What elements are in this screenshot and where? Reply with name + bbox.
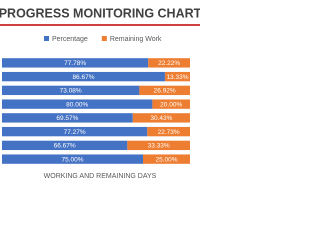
- bar-segment: [2, 85, 140, 96]
- data-label: 86.67%: [72, 74, 94, 81]
- bar-segment: [2, 71, 165, 82]
- chart: PROGRESS MONITORING CHART WORKING AND RE…: [0, 6, 200, 180]
- bar-segment: [127, 140, 190, 151]
- data-label: 77.78%: [64, 60, 86, 67]
- bar-segment: [2, 140, 128, 151]
- legend-swatch: [44, 36, 49, 41]
- data-label: 66.67%: [54, 143, 76, 150]
- page: PROGRESS MONITORING CHART WORKING AND RE…: [0, 6, 200, 180]
- bar-segment: [164, 71, 190, 82]
- bar-segment: [152, 99, 190, 109]
- data-label: 80.00%: [66, 101, 88, 108]
- bar-segment: [2, 154, 143, 164]
- bar-segment: [2, 99, 153, 109]
- data-label: 30.43%: [150, 115, 172, 122]
- bar-segment: [132, 113, 190, 123]
- data-label: 77.27%: [64, 129, 86, 136]
- legend-label: Remaining Work: [110, 36, 162, 43]
- bar-segment: [147, 126, 190, 137]
- data-label: 13.33%: [166, 74, 188, 81]
- data-label: 33.33%: [148, 143, 170, 150]
- x-axis-title: WORKING AND REMAINING DAYS: [44, 173, 157, 180]
- data-label: 75.00%: [61, 156, 83, 163]
- legend-label: Percentage: [52, 36, 88, 43]
- bar-segment: [2, 58, 149, 68]
- chart-title: PROGRESS MONITORING CHART: [0, 6, 200, 20]
- data-label: 25.00%: [155, 156, 177, 163]
- data-label: 20.00%: [160, 101, 182, 108]
- data-label: 22.22%: [158, 60, 180, 67]
- bar-segment: [2, 126, 148, 137]
- bar-segment: [143, 154, 190, 164]
- bar-segment: [2, 113, 133, 123]
- legend-swatch: [101, 36, 107, 41]
- bar-segment: [139, 85, 190, 96]
- data-label: 69.57%: [56, 115, 78, 122]
- data-label: 26.92%: [154, 88, 176, 95]
- data-label: 73.08%: [60, 88, 82, 95]
- bar-segment: [148, 58, 190, 68]
- data-label: 22.73%: [158, 129, 180, 136]
